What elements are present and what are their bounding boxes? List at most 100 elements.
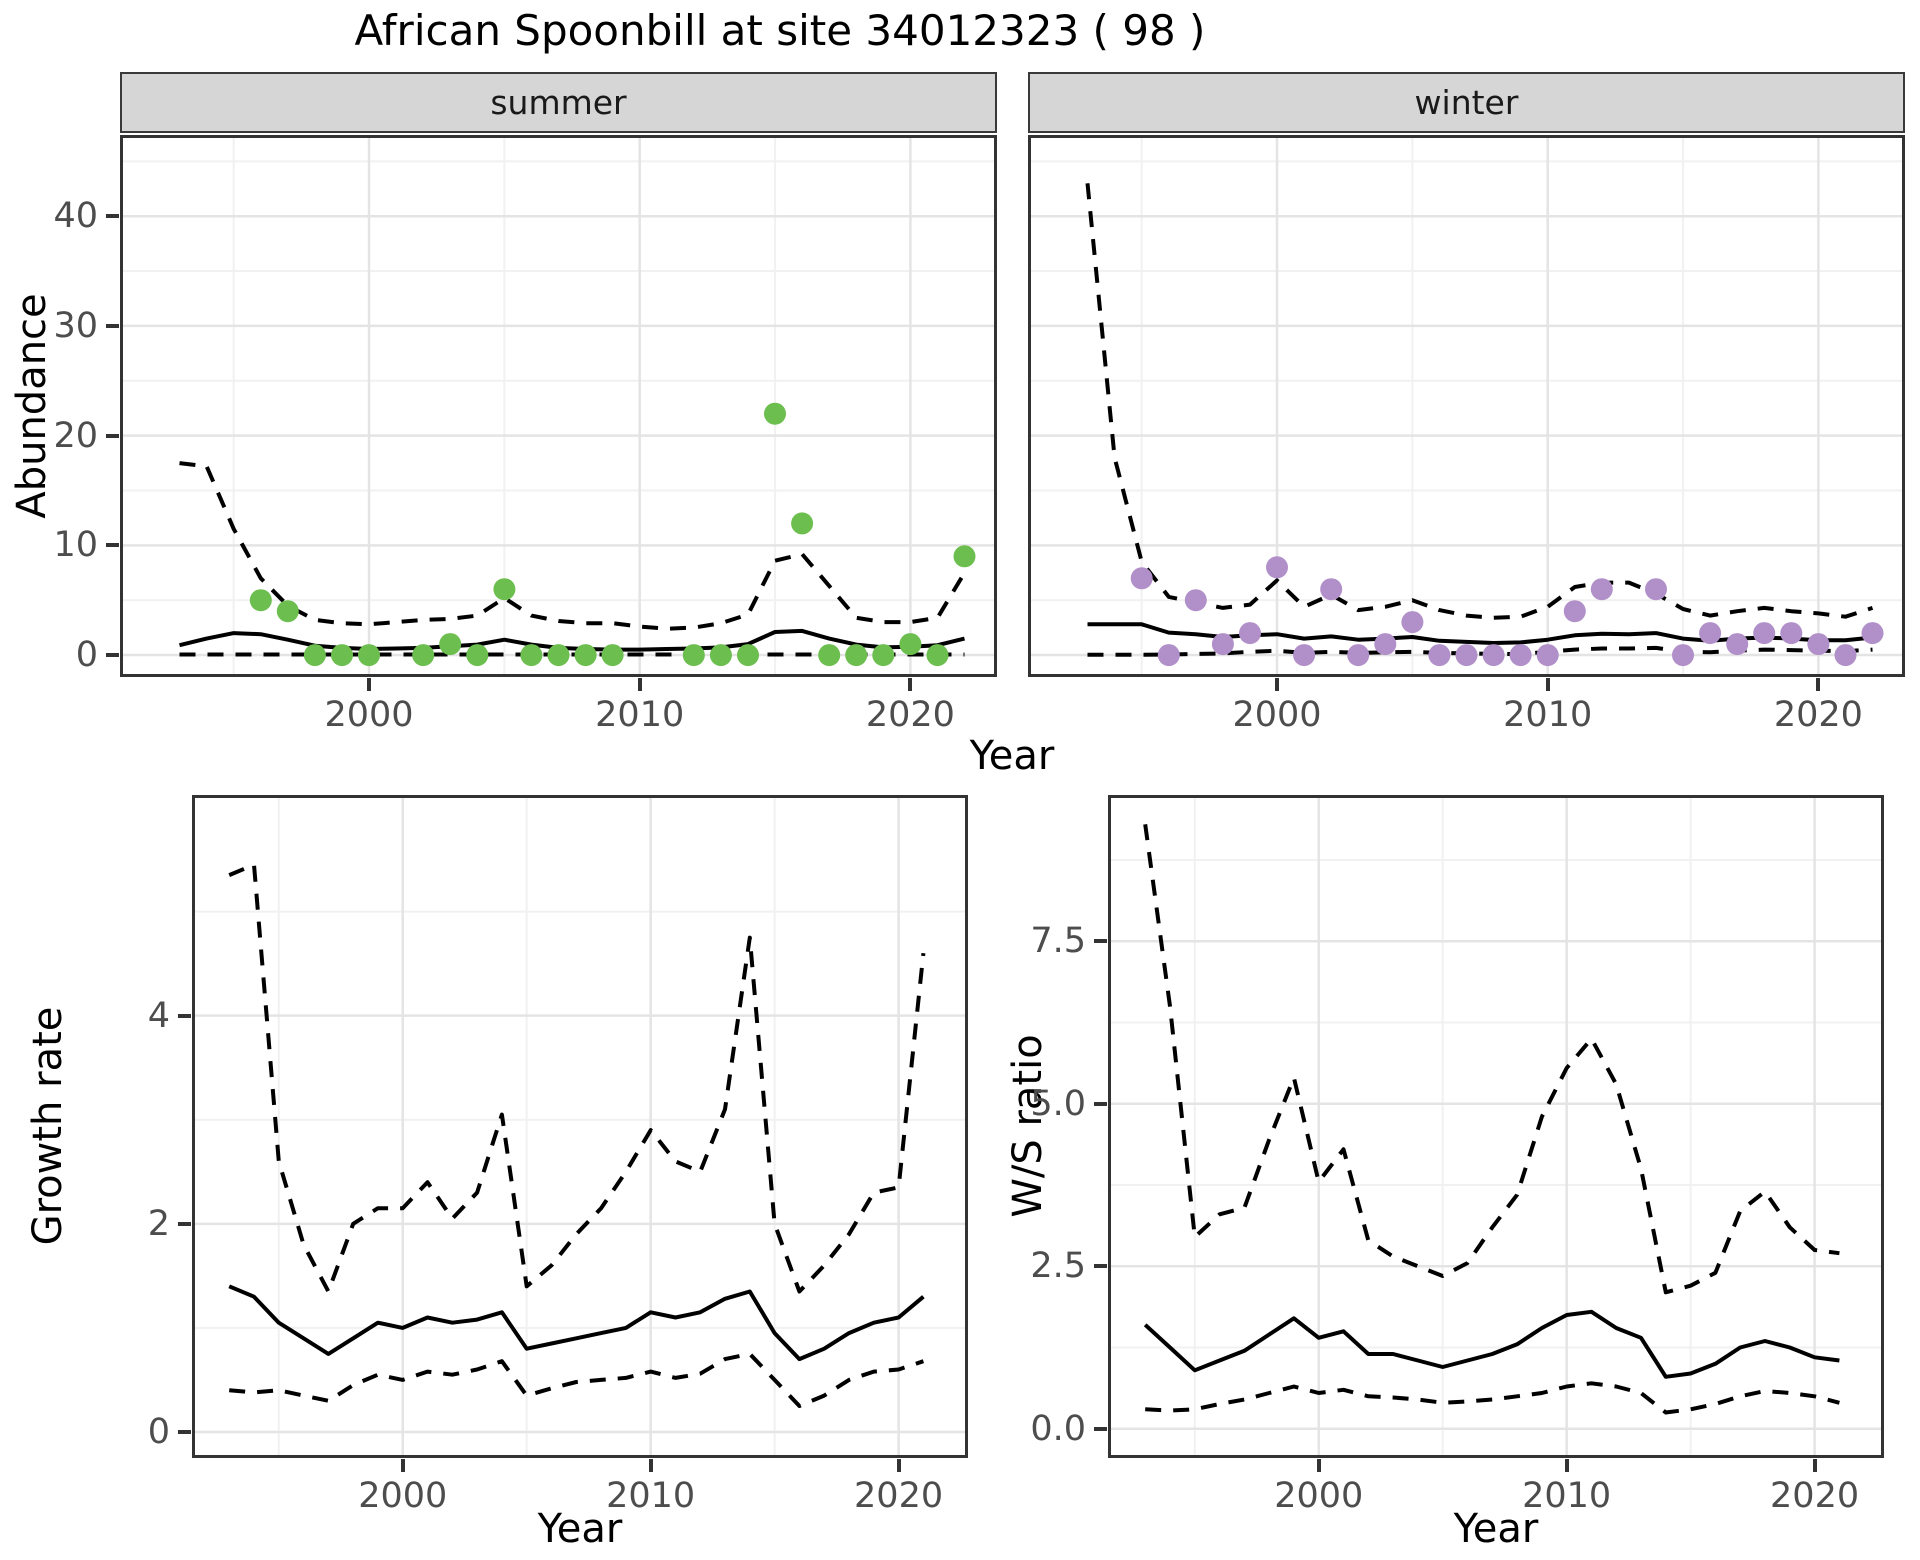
observation-point bbox=[1455, 644, 1478, 667]
observation-point bbox=[276, 600, 299, 623]
observation-point bbox=[682, 644, 705, 667]
observation-point bbox=[303, 644, 326, 667]
x-tick-mark bbox=[1564, 1459, 1569, 1472]
facet-strip-summer-label: summer bbox=[490, 83, 627, 122]
observation-point bbox=[872, 644, 895, 667]
x-tick-mark bbox=[400, 1459, 405, 1472]
x-tick-label: 2010 bbox=[1503, 695, 1593, 735]
y-tick-label: 4 bbox=[147, 995, 170, 1036]
y-tick-mark bbox=[106, 543, 119, 548]
chart-title: African Spoonbill at site 34012323 ( 98 … bbox=[354, 6, 1206, 55]
x-axis-title-growth: Year bbox=[537, 1506, 623, 1552]
y-tick-mark bbox=[178, 1221, 191, 1226]
observation-point bbox=[818, 644, 841, 667]
y-tick-label: 0 bbox=[75, 635, 98, 676]
y-axis-title-ws-ratio: W/S ratio bbox=[1005, 1034, 1051, 1218]
observation-point bbox=[764, 402, 786, 425]
observation-point bbox=[1780, 622, 1803, 645]
observation-point bbox=[1590, 578, 1613, 601]
y-tick-label: 0 bbox=[147, 1411, 170, 1452]
upper_ci-line bbox=[1085, 183, 1874, 620]
observation-point bbox=[1861, 622, 1884, 645]
y-tick-mark bbox=[106, 653, 119, 658]
lower_ci-line bbox=[1087, 645, 1873, 657]
observation-point bbox=[1347, 644, 1370, 667]
observation-point bbox=[1293, 644, 1316, 667]
estimate-line bbox=[179, 628, 965, 652]
x-tick-mark bbox=[1812, 1459, 1817, 1472]
x-tick-mark bbox=[1275, 678, 1280, 691]
observation-point bbox=[1645, 578, 1667, 601]
observation-point bbox=[439, 633, 462, 656]
x-tick-mark bbox=[1316, 1459, 1321, 1472]
x-axis-title-top: Year bbox=[969, 733, 1055, 779]
observation-point bbox=[737, 644, 759, 667]
facet-strip-winter-label: winter bbox=[1414, 83, 1519, 122]
ws-ratio-panel bbox=[1108, 795, 1884, 1458]
observation-point bbox=[1699, 622, 1722, 645]
observation-point bbox=[845, 644, 868, 667]
observation-point bbox=[358, 644, 380, 667]
observation-point bbox=[1157, 644, 1180, 667]
observation-point bbox=[1509, 644, 1532, 667]
y-tick-label: 20 bbox=[53, 415, 98, 456]
y-tick-mark bbox=[1094, 1264, 1107, 1269]
observation-point bbox=[466, 644, 489, 667]
x-tick-label: 2000 bbox=[1232, 695, 1322, 735]
observation-point bbox=[1428, 644, 1451, 667]
x-tick-label: 2000 bbox=[324, 695, 414, 735]
observation-point bbox=[1266, 556, 1288, 579]
observation-point bbox=[1374, 633, 1397, 656]
observation-point bbox=[1239, 622, 1261, 645]
observation-point bbox=[1672, 644, 1694, 667]
y-tick-label: 2 bbox=[147, 1203, 170, 1244]
observation-point bbox=[493, 578, 516, 601]
observation-point bbox=[574, 644, 597, 667]
upper_ci-line bbox=[1143, 824, 1840, 1295]
y-tick-mark bbox=[178, 1429, 191, 1434]
observation-point bbox=[1563, 600, 1586, 623]
y-tick-label: 30 bbox=[53, 305, 98, 346]
growth-rate-panel bbox=[192, 795, 968, 1458]
winter-abundance-panel bbox=[1028, 135, 1905, 677]
observation-point bbox=[926, 644, 949, 667]
observation-point bbox=[709, 644, 732, 667]
x-tick-label: 2000 bbox=[358, 1476, 448, 1516]
facet-strip-summer: summer bbox=[120, 72, 997, 133]
x-tick-label: 2020 bbox=[1773, 695, 1863, 735]
observation-point bbox=[1320, 578, 1343, 601]
x-tick-label: 2010 bbox=[606, 1476, 696, 1516]
x-tick-mark bbox=[648, 1459, 653, 1472]
y-tick-mark bbox=[106, 323, 119, 328]
observation-point bbox=[1130, 567, 1153, 590]
panel-border bbox=[120, 135, 997, 677]
lower_ci-line bbox=[1145, 1381, 1840, 1415]
observation-point bbox=[601, 644, 624, 667]
observation-point bbox=[1726, 633, 1749, 656]
estimate-line bbox=[1143, 1309, 1840, 1379]
estimate-line bbox=[228, 1284, 925, 1362]
x-axis-title-ws: Year bbox=[1453, 1506, 1539, 1552]
observation-point bbox=[520, 644, 543, 667]
observation-point bbox=[547, 644, 570, 667]
x-tick-label: 2010 bbox=[595, 695, 685, 735]
y-tick-label: 7.5 bbox=[1030, 921, 1086, 962]
lower_ci-line bbox=[229, 1351, 925, 1408]
observation-point bbox=[1834, 644, 1857, 667]
x-tick-label: 2000 bbox=[1274, 1476, 1364, 1516]
observation-point bbox=[1184, 589, 1207, 612]
observation-point bbox=[1753, 622, 1776, 645]
x-tick-label: 2020 bbox=[854, 1476, 944, 1516]
y-tick-mark bbox=[1094, 1101, 1107, 1106]
observation-point bbox=[791, 512, 814, 535]
y-tick-mark bbox=[1094, 1426, 1107, 1431]
y-tick-mark bbox=[1094, 939, 1107, 944]
observation-point bbox=[249, 589, 272, 612]
x-tick-mark bbox=[637, 678, 642, 691]
y-tick-mark bbox=[106, 214, 119, 219]
summer-abundance-panel bbox=[120, 135, 997, 677]
observation-point bbox=[899, 633, 922, 656]
x-tick-label: 2010 bbox=[1522, 1476, 1612, 1516]
x-tick-mark bbox=[1816, 678, 1821, 691]
